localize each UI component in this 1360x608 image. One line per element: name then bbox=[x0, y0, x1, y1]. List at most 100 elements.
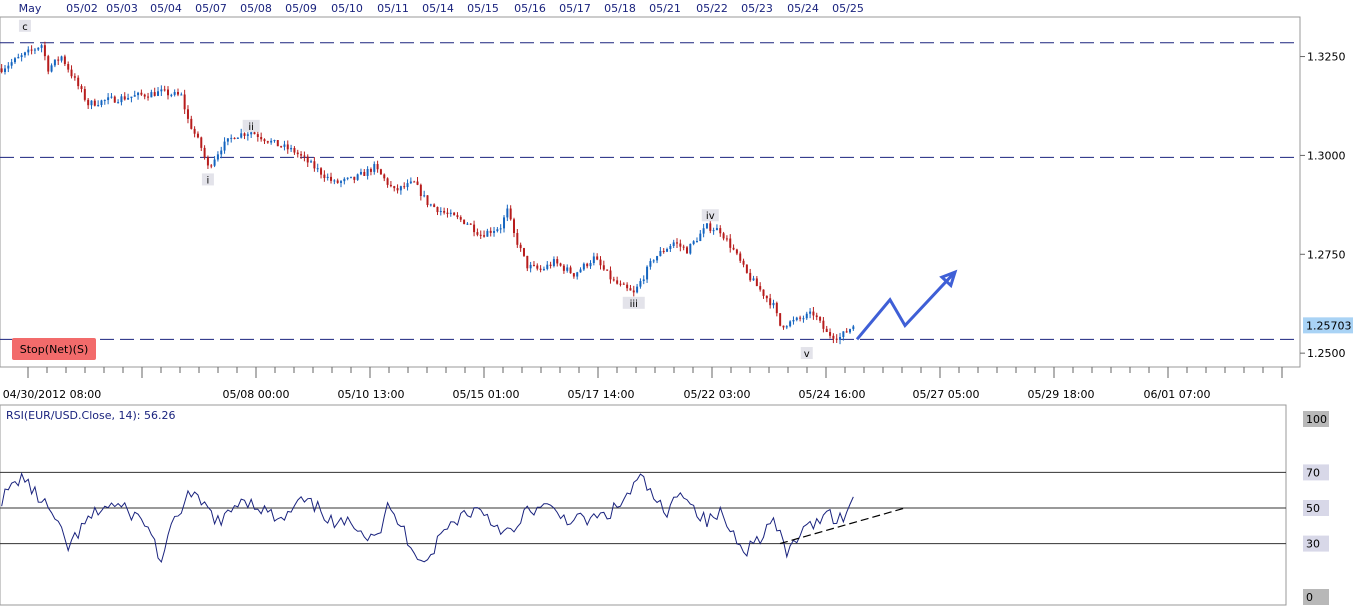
stop-order-tag[interactable]: Stop(Net)(S) bbox=[12, 338, 96, 360]
candle-body bbox=[789, 321, 792, 327]
candle-body bbox=[416, 181, 419, 185]
candle-body bbox=[60, 56, 63, 61]
candle-body bbox=[822, 320, 825, 329]
time-tick-label: 05/24 16:00 bbox=[799, 388, 866, 401]
candle-body bbox=[163, 89, 166, 91]
candle-body bbox=[0, 68, 3, 72]
candle-body bbox=[715, 228, 718, 231]
candle-body bbox=[303, 155, 306, 157]
candle-body bbox=[639, 281, 642, 287]
candle-body bbox=[13, 58, 16, 63]
candle-body bbox=[446, 212, 449, 214]
candle-body bbox=[606, 269, 609, 271]
candle-body bbox=[705, 223, 708, 229]
wave-label-box bbox=[701, 209, 719, 222]
candle-body bbox=[316, 168, 319, 170]
candle-body bbox=[40, 45, 43, 48]
candle-body bbox=[809, 311, 812, 314]
candle-body bbox=[386, 178, 389, 185]
candle-body bbox=[340, 181, 343, 183]
candle-body bbox=[466, 223, 469, 225]
candle-body bbox=[552, 259, 555, 266]
candle-body bbox=[379, 169, 382, 175]
candle-body bbox=[147, 96, 150, 98]
projection-arrow-head bbox=[939, 269, 958, 289]
wave-label: ii bbox=[248, 122, 254, 133]
candle-body bbox=[835, 338, 838, 340]
candle-body bbox=[157, 91, 160, 96]
rsi-trendline bbox=[779, 507, 906, 545]
top-date-label: 05/10 bbox=[331, 2, 363, 15]
price-tick-label: 1.2500 bbox=[1307, 347, 1346, 360]
rsi-tick-label: 0 bbox=[1306, 591, 1313, 604]
candle-body bbox=[839, 336, 842, 340]
candle-body bbox=[270, 140, 273, 143]
top-date-label: 05/16 bbox=[514, 2, 546, 15]
candle-body bbox=[682, 246, 685, 248]
top-date-label: 05/02 bbox=[66, 2, 98, 15]
candle-body bbox=[103, 100, 106, 102]
candle-body bbox=[676, 242, 679, 244]
candle-body bbox=[785, 326, 788, 328]
candle-body bbox=[63, 56, 66, 65]
time-tick-label: 05/29 18:00 bbox=[1028, 388, 1095, 401]
candle-body bbox=[512, 219, 515, 234]
candle-body bbox=[70, 69, 73, 77]
top-date-label: 05/08 bbox=[240, 2, 272, 15]
candle-body bbox=[842, 331, 845, 337]
top-date-label: 05/22 bbox=[696, 2, 728, 15]
candle-body bbox=[619, 283, 622, 285]
candle-body bbox=[539, 268, 542, 270]
candle-body bbox=[123, 96, 126, 100]
candle-body bbox=[133, 95, 136, 97]
candle-body bbox=[366, 169, 369, 176]
candle-body bbox=[792, 319, 795, 322]
candle-body bbox=[140, 92, 143, 95]
candle-body bbox=[622, 283, 625, 285]
candle-body bbox=[459, 217, 462, 220]
rsi-tick-label: 30 bbox=[1306, 538, 1320, 551]
rsi-tick-label: 100 bbox=[1306, 413, 1327, 426]
candle-body bbox=[486, 230, 489, 237]
rsi-panel-frame bbox=[0, 404, 1287, 606]
candle-body bbox=[685, 247, 688, 254]
wave-label: v bbox=[804, 349, 810, 360]
candle-body bbox=[266, 141, 269, 143]
time-tick-label: 05/10 13:00 bbox=[338, 388, 405, 401]
price-axis: 1.3250 1.3000 1.2750 1.2500 bbox=[1300, 51, 1346, 360]
candle-body bbox=[473, 224, 476, 233]
price-tick-label: 1.3000 bbox=[1307, 149, 1346, 162]
wave-label-box bbox=[201, 173, 214, 186]
candle-body bbox=[183, 94, 186, 110]
candle-body bbox=[576, 272, 579, 277]
candle-body bbox=[369, 169, 372, 172]
candle-body bbox=[725, 238, 728, 240]
candle-body bbox=[246, 134, 249, 136]
top-date-label: 05/15 bbox=[467, 2, 499, 15]
candle-body bbox=[143, 94, 146, 97]
candle-body bbox=[532, 264, 535, 266]
candle-body bbox=[632, 290, 635, 293]
top-date-label: 05/03 bbox=[106, 2, 138, 15]
candle-body bbox=[47, 56, 50, 72]
candle-body bbox=[10, 62, 13, 66]
candle-body bbox=[33, 49, 36, 51]
wave-label: iv bbox=[706, 211, 715, 222]
candle-body bbox=[572, 273, 575, 277]
candle-body bbox=[463, 219, 466, 225]
time-tick-label: 05/15 01:00 bbox=[453, 388, 520, 401]
candle-body bbox=[453, 212, 456, 216]
candle-body bbox=[483, 235, 486, 237]
candle-body bbox=[150, 92, 153, 98]
candle-body bbox=[666, 248, 669, 252]
candle-body bbox=[243, 133, 246, 136]
price-tick-label: 1.3250 bbox=[1307, 51, 1346, 64]
candle-body bbox=[320, 168, 323, 175]
candle-body bbox=[396, 188, 399, 191]
candle-body bbox=[7, 65, 10, 69]
wave-label-box bbox=[622, 296, 645, 309]
candle-body bbox=[799, 317, 802, 319]
candle-body bbox=[592, 256, 595, 264]
last-price-value: 1.25703 bbox=[1306, 319, 1352, 332]
candle-body bbox=[616, 280, 619, 284]
